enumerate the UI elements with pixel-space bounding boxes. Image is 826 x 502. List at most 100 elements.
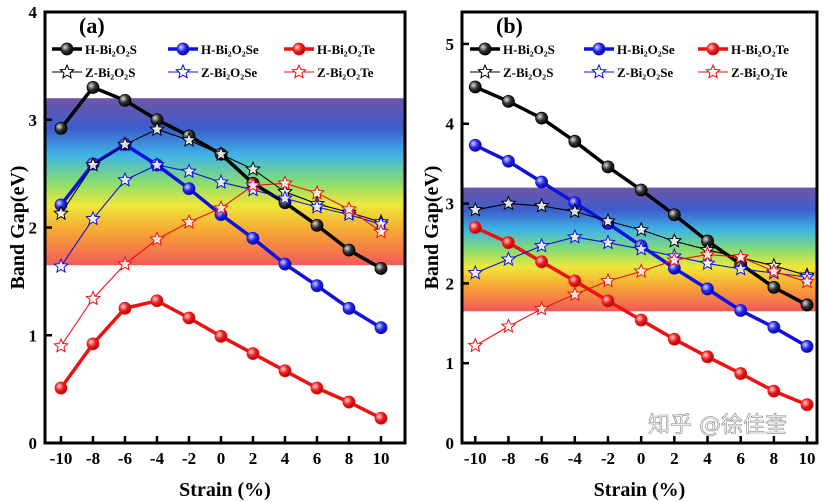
data-point — [118, 301, 132, 315]
x-tick-label: -8 — [86, 449, 100, 468]
x-tick-label: -6 — [535, 449, 549, 468]
y-axis-label: Band Gap(eV) — [421, 166, 443, 290]
y-tick-label: 5 — [446, 35, 455, 54]
legend-item: H-Bi₂O₂Te — [284, 42, 375, 57]
data-point — [310, 279, 324, 293]
legend-label: H-Bi₂O₂S — [85, 42, 137, 57]
data-point — [633, 263, 650, 279]
legend-marker — [591, 63, 607, 79]
x-tick-label: 0 — [637, 449, 646, 468]
data-point — [601, 160, 615, 174]
data-point — [800, 340, 814, 353]
x-axis-label: Strain (%) — [179, 479, 271, 501]
data-point — [799, 273, 815, 289]
data-point — [245, 161, 261, 177]
data-point — [278, 257, 292, 271]
data-point — [800, 398, 814, 412]
legend-marker — [175, 63, 191, 79]
data-point — [502, 154, 515, 168]
data-point — [535, 255, 549, 269]
legend-marker — [176, 42, 190, 56]
legend-item: Z-Bi₂O₂Se — [584, 63, 673, 80]
data-point — [181, 131, 197, 147]
y-tick-label: 2 — [29, 219, 38, 238]
data-point — [533, 197, 550, 213]
data-point — [245, 177, 261, 193]
y-tick-label: 0 — [446, 434, 455, 453]
data-point — [734, 304, 748, 317]
y-axis-label: Band Gap(eV) — [7, 166, 29, 290]
x-tick-label: -4 — [150, 449, 165, 468]
data-point — [500, 195, 517, 211]
data-point — [667, 332, 681, 346]
plot-frame — [460, 10, 819, 445]
legend: H-Bi₂O₂S H-Bi₂O₂Se H-Bi₂O₂Te Z-Bi₂O₂S Z-Bi₂O… — [52, 42, 375, 80]
data-point — [467, 264, 484, 280]
data-point — [181, 163, 197, 179]
data-point — [117, 136, 133, 152]
data-point — [53, 337, 69, 353]
data-point — [342, 243, 356, 257]
data-point — [732, 260, 749, 276]
data-point — [309, 198, 325, 214]
x-tick-label: -8 — [501, 449, 515, 468]
data-point — [699, 246, 716, 262]
legend-label: H-Bi₂O₂Te — [731, 42, 789, 57]
data-point — [800, 298, 814, 312]
data-point — [467, 201, 484, 217]
data-point — [309, 184, 325, 200]
data-point — [568, 134, 582, 148]
x-tick-label: 2 — [249, 449, 258, 468]
data-point — [182, 311, 196, 325]
legend-item: Z-Bi₂O₂S — [52, 63, 135, 80]
x-tick-label: 8 — [770, 449, 779, 468]
legend-label: Z-Bi₂O₂S — [85, 65, 135, 80]
x-tick-label: 4 — [281, 449, 290, 468]
y-tick-label: 1 — [446, 354, 455, 373]
x-tick-label: -10 — [50, 449, 73, 468]
legend-item: H-Bi₂O₂S — [52, 42, 137, 57]
legend-marker — [592, 42, 606, 56]
panel-a: -10 -8 -6 -4 -2 0 2 4 6 8 10 0 1 2 3 4 Strain (%) Band Ga… — [7, 3, 407, 501]
series-H-Bi₂O₂Te — [468, 221, 814, 412]
series-H-Bi₂O₂S — [468, 80, 814, 312]
data-point — [468, 138, 482, 152]
data-point — [767, 320, 781, 334]
data-point — [633, 240, 650, 256]
data-point — [699, 255, 716, 271]
data-point — [53, 258, 69, 274]
data-point — [601, 294, 615, 308]
y-tick-label: 4 — [29, 3, 38, 22]
legend-marker — [477, 63, 493, 79]
legend: H-Bi₂O₂S H-Bi₂O₂Se H-Bi₂O₂Te Z-Bi₂O₂S Z-Bi₂O… — [470, 42, 789, 80]
data-point — [600, 272, 616, 288]
x-axis-label: Strain (%) — [594, 479, 686, 501]
data-point — [767, 384, 781, 398]
data-point — [568, 274, 582, 288]
data-point — [246, 347, 260, 360]
watermark: 知乎 @徐佳奎 — [648, 413, 787, 438]
data-point — [634, 313, 648, 327]
legend-label: Z-Bi₂O₂Se — [201, 65, 257, 80]
data-point — [86, 81, 100, 94]
x-tick-label: 2 — [670, 449, 679, 468]
legend-item: H-Bi₂O₂Se — [168, 42, 259, 57]
data-point — [182, 182, 196, 196]
data-point — [85, 156, 101, 172]
x-tick-label: 8 — [345, 449, 354, 468]
data-point — [600, 234, 616, 250]
data-point — [467, 337, 484, 353]
panel-b: -10 -8 -6 -4 -2 0 2 4 6 8 10 0 1 2 3 4 5 Strain (%) Band G… — [421, 10, 819, 501]
data-point — [533, 300, 550, 316]
legend-item: H-Bi₂O₂Te — [698, 42, 789, 57]
data-point — [533, 237, 550, 253]
data-point — [213, 145, 229, 161]
data-point — [278, 364, 292, 378]
data-point — [310, 218, 324, 232]
legend-label: Z-Bi₂O₂Te — [731, 65, 788, 80]
data-point — [246, 231, 260, 245]
data-point — [117, 171, 133, 187]
x-tick-label: 10 — [373, 449, 390, 468]
data-point — [566, 286, 583, 302]
